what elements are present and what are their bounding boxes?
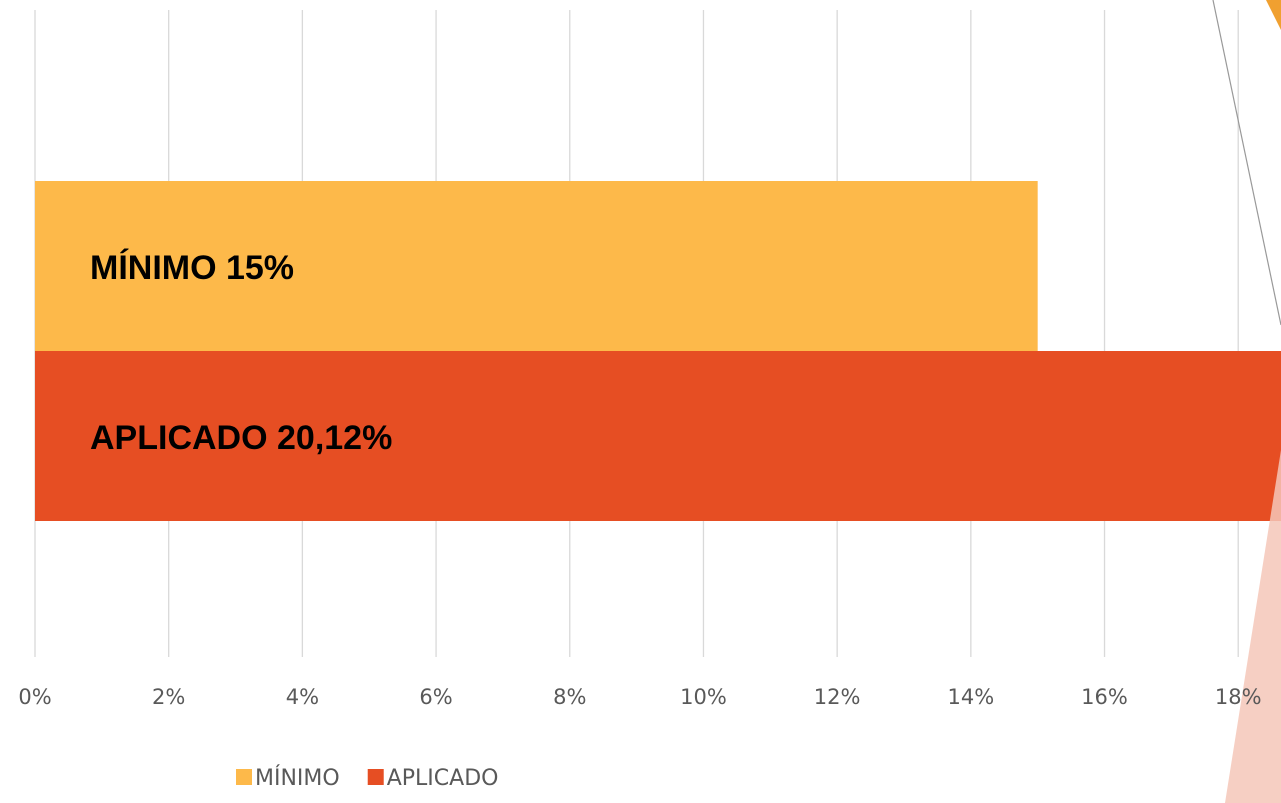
data-label: APLICADO 20,12%	[90, 419, 392, 457]
legend-swatch	[367, 769, 384, 785]
x-tick-label: 4%	[286, 685, 319, 709]
x-tick-label: 0%	[18, 685, 51, 709]
bar	[35, 181, 1038, 351]
x-tick-label: 14%	[947, 685, 994, 709]
decoration	[1266, 0, 1281, 30]
legend-label: APLICADO	[387, 766, 499, 791]
x-tick-label: 10%	[680, 685, 727, 709]
x-tick-label: 8%	[553, 685, 586, 709]
x-tick-label: 12%	[814, 685, 861, 709]
bar	[35, 351, 1281, 521]
decoration	[1225, 450, 1281, 803]
x-tick-label: 18%	[1215, 685, 1262, 709]
decoration	[1212, 0, 1281, 326]
x-tick-label: 2%	[152, 685, 185, 709]
data-label: MÍNIMO 15%	[90, 249, 294, 287]
legend-label: MÍNIMO	[255, 765, 340, 791]
x-tick-label: 16%	[1081, 685, 1128, 709]
x-tick-label: 6%	[419, 685, 452, 709]
legend-swatch	[236, 769, 252, 785]
